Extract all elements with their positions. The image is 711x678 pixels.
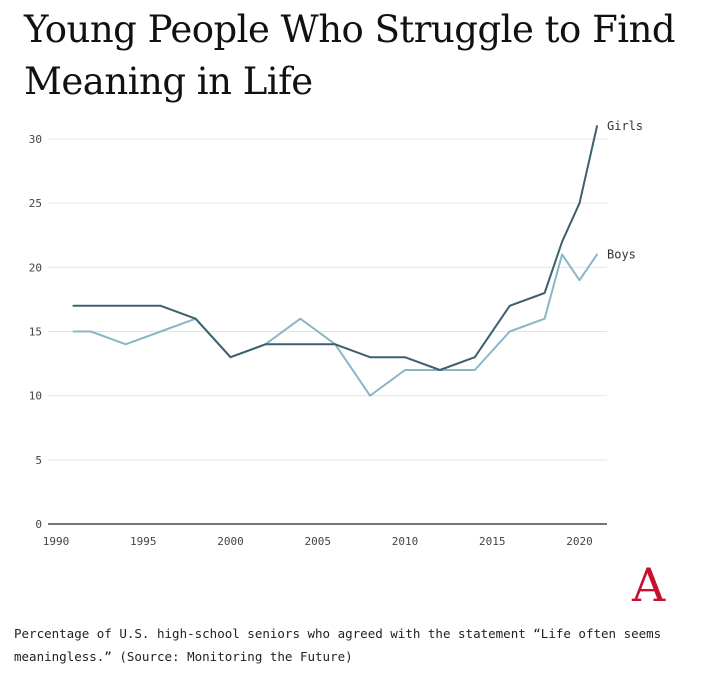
- x-tick-label-1995: 1995: [130, 535, 157, 548]
- chart-caption: Percentage of U.S. high-school seniors w…: [14, 626, 662, 664]
- x-tick-label-2015: 2015: [479, 535, 506, 548]
- series-lines: Boys Girls: [72, 119, 643, 397]
- y-tick-label-0: 0: [35, 518, 42, 531]
- y-tick-label-30: 30: [29, 133, 42, 146]
- series-line-girls: [72, 125, 598, 371]
- y-tick-label-20: 20: [29, 261, 42, 274]
- x-tick-label-2000: 2000: [217, 535, 244, 548]
- series-label-boys: Boys: [607, 248, 636, 262]
- x-tick-label-2020: 2020: [566, 535, 593, 548]
- y-tick-label-10: 10: [29, 390, 42, 403]
- series-label-girls: Girls: [607, 119, 643, 133]
- y-tick-label-25: 25: [29, 197, 42, 210]
- grid-lines: [48, 138, 607, 461]
- line-chart: 0 5 10 15 20 25 30 1990 1995 2000 2005 2010 2015 202…: [29, 119, 643, 548]
- y-tick-label-15: 15: [29, 326, 42, 339]
- x-axis-ticks: 1990 1995 2000 2005 2010 2015 2020: [43, 535, 593, 548]
- y-axis-ticks: 0 5 10 15 20 25 30: [29, 133, 42, 531]
- the-atlantic-logo: A: [632, 558, 666, 612]
- x-tick-label-2010: 2010: [392, 535, 419, 548]
- x-tick-label-2005: 2005: [305, 535, 332, 548]
- x-tick-label-1990: 1990: [43, 535, 70, 548]
- y-tick-label-5: 5: [35, 454, 42, 467]
- series-line-boys: [72, 253, 598, 397]
- chart-area: 0 5 10 15 20 25 30 1990 1995 2000 2005 2010 2015 202…: [29, 119, 643, 548]
- chart-title: Young People Who Struggle to Find Meanin…: [24, 8, 676, 103]
